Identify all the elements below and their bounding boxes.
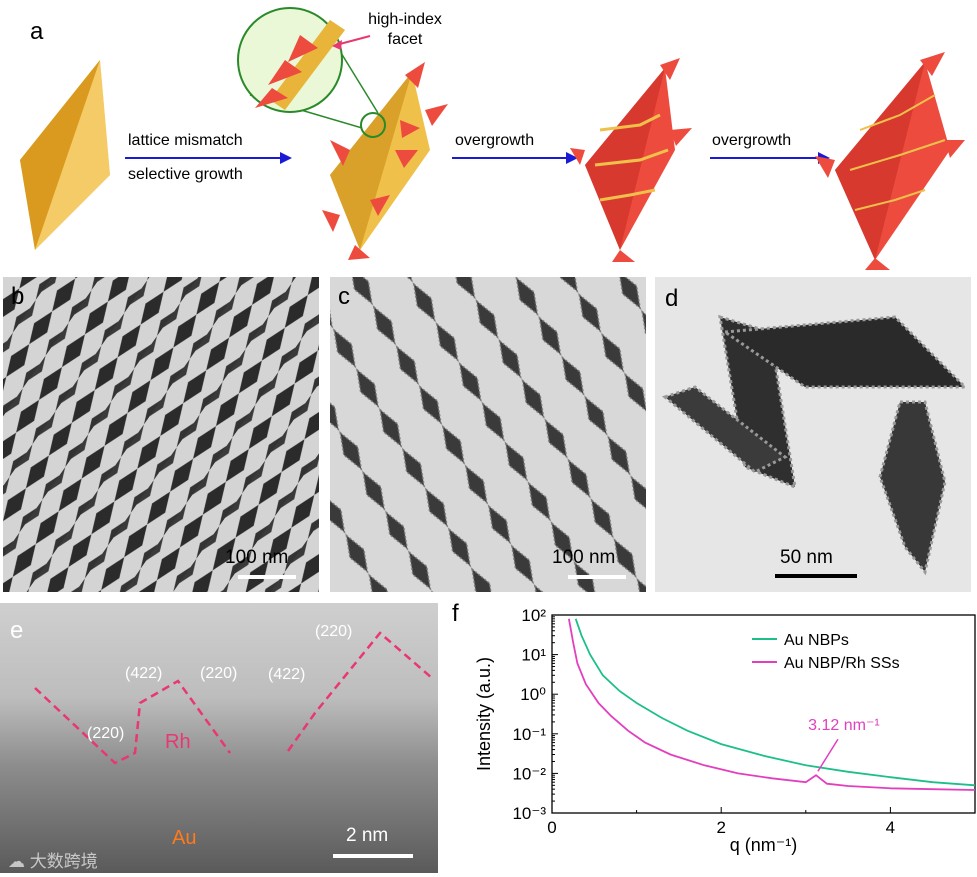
panel-e-scale-text: 2 nm [346, 825, 389, 846]
arrow-3-label: overgrowth [712, 132, 792, 149]
arrow-2-label: overgrowth [455, 132, 535, 149]
arrow-1-top-label: lattice mismatch [128, 132, 243, 149]
au-label: Au [172, 827, 197, 849]
y-tick-label: 10¹ [521, 646, 546, 665]
panel-b-scale-text: 100 nm [225, 547, 289, 568]
y-tick-label: 10² [521, 606, 546, 625]
panel-b-micrograph: b 100 nm [3, 277, 319, 592]
y-tick-label: 10⁻² [512, 764, 546, 783]
series-line-1 [568, 618, 976, 791]
panel-f-label: f [452, 600, 459, 627]
y-tick-label: 10⁻¹ [512, 725, 546, 744]
structure-stage-3 [815, 52, 965, 270]
panel-e-overlay [34, 631, 433, 765]
facet-label-220-c: (220) [315, 623, 353, 640]
facet-label-220-a: (220) [200, 665, 238, 682]
panel-d-scalebar [775, 574, 857, 578]
watermark: ☁ 大数跨境 [8, 847, 98, 872]
facet-label-422-b: (422) [268, 666, 306, 683]
panel-a-illustration [20, 7, 965, 270]
panel-c-particles [330, 277, 646, 592]
legend-label-0: Au NBPs [784, 632, 849, 649]
panel-c-scale-text: 100 nm [552, 547, 616, 568]
structure-stage-1 [322, 62, 448, 260]
rh-label: Rh [165, 731, 191, 753]
callout-line-1: high-index [368, 11, 442, 28]
panel-b-label: b [11, 283, 25, 310]
x-tick-label: 2 [716, 818, 725, 837]
y-tick-label: 10⁰ [520, 685, 546, 704]
plot-frame [551, 614, 976, 814]
panel-e-hrtem: e (422) (220) (220) (422) (220) Rh Au 2 … [0, 603, 438, 873]
annotation-label: 3.12 nm⁻¹ [808, 717, 880, 734]
structure-stage-2 [570, 58, 692, 262]
y-axis-label: Intensity (a.u.) [474, 657, 494, 771]
panel-a: a [0, 0, 977, 270]
callout-label: high-index facet [365, 10, 445, 50]
watermark-text: 大数跨境 [29, 852, 98, 871]
panel-e-label: e [10, 617, 24, 644]
intensity-chart: 10² 10¹ 10⁰ 10⁻¹ 10⁻² 10⁻³0 2 4 q (nm⁻¹) Intensit… [474, 606, 976, 855]
x-tick-label: 0 [547, 818, 556, 837]
panel-d-micrograph: d 50 nm [655, 277, 971, 592]
legend-label-1: Au NBP/Rh SSs [784, 655, 900, 672]
panel-b-particles [3, 277, 319, 592]
y-tick-label: 10⁻³ [512, 804, 546, 823]
series-line-0 [574, 618, 976, 787]
panel-d-scale-text: 50 nm [780, 547, 833, 568]
panel-f: f 10² 10¹ 10⁰ 10⁻¹ 10⁻² 10⁻³ 0 2 4 q (nm⁻¹) Intens… [442, 600, 977, 877]
panel-c-micrograph: c 100 nm [330, 277, 646, 592]
panel-b-scalebar [238, 575, 296, 579]
gold-bipyramid [20, 60, 110, 250]
panel-c-scalebar [568, 575, 626, 579]
magnified-callout [237, 7, 379, 129]
x-axis-label: q (nm⁻¹) [730, 835, 798, 855]
facet-label-422-a: (422) [125, 665, 163, 682]
panel-c-label: c [338, 283, 350, 310]
callout-line-2: facet [387, 31, 423, 48]
panel-a-label: a [30, 18, 44, 45]
panel-e-scalebar [333, 854, 413, 858]
watermark-icon: ☁ [8, 852, 30, 871]
facet-label-220-b: (220) [87, 725, 125, 742]
panel-d-label: d [665, 285, 679, 312]
panel-d-particles [661, 314, 969, 576]
x-tick-label: 4 [886, 818, 895, 837]
arrow-1-bottom-label: selective growth [128, 166, 243, 183]
annotation-pointer [817, 738, 839, 772]
